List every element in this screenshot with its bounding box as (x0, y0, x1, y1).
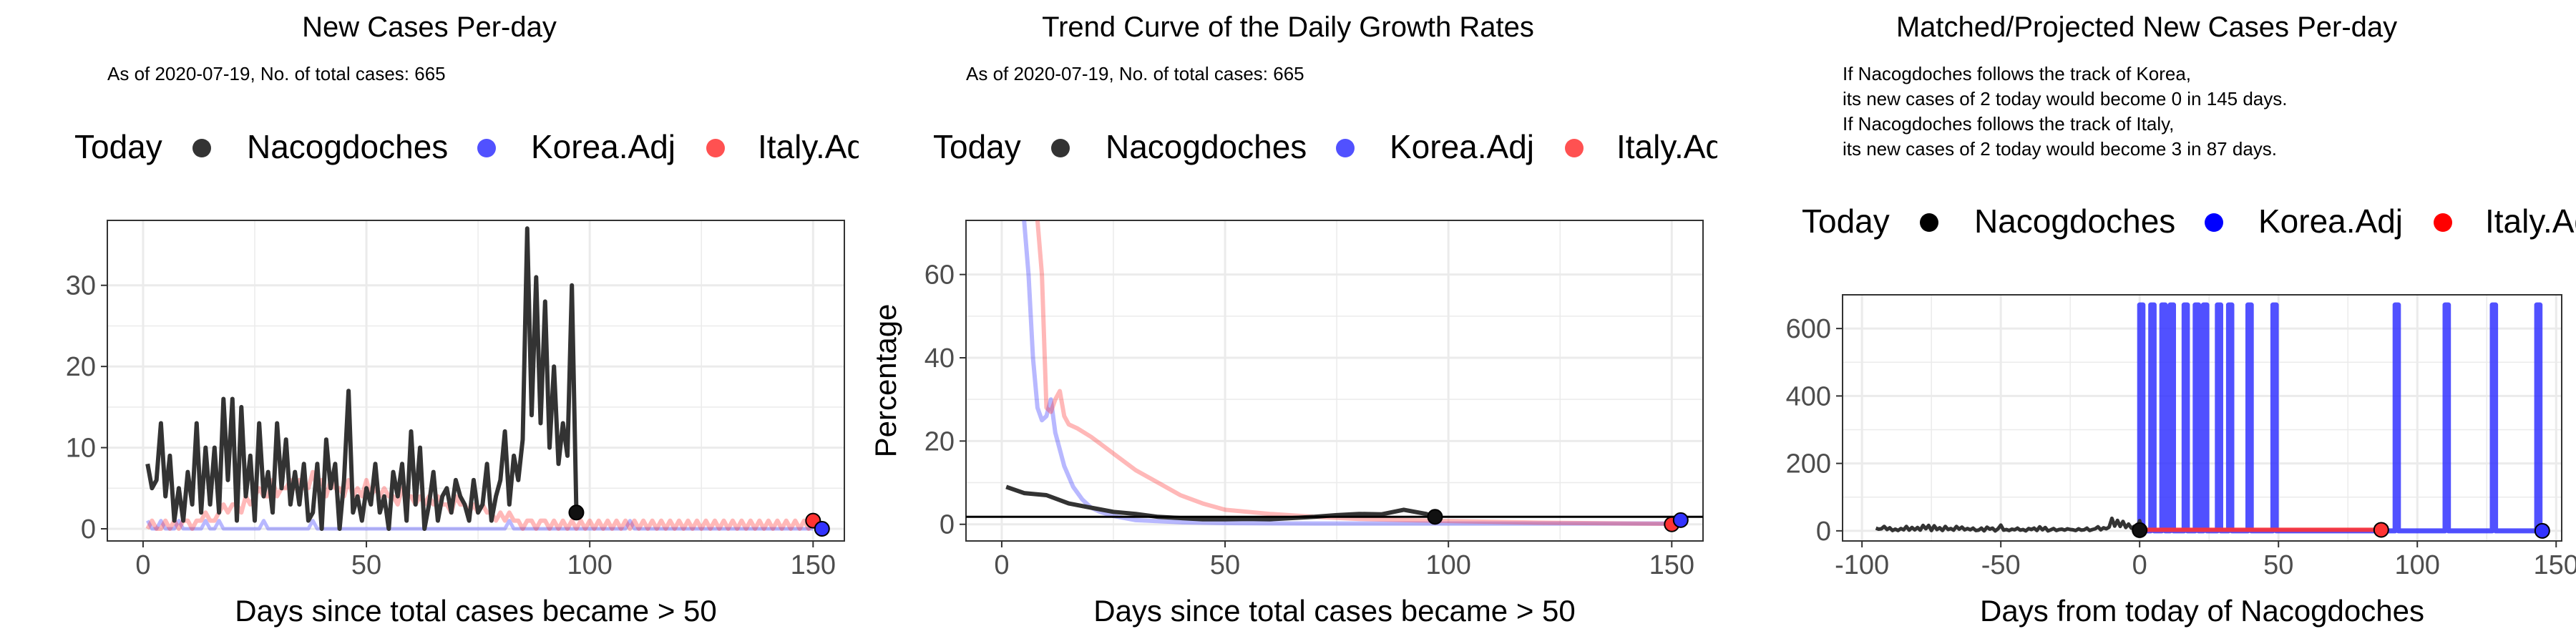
today-point-korea-adj (814, 520, 830, 537)
series-line-italy-adj (1035, 220, 1672, 527)
plot-border (965, 220, 1704, 542)
legend-italy: Italy.Adj (1616, 128, 1717, 165)
legend-italy: Italy.Adj (2485, 203, 2576, 240)
x-tick-label: 100 (1425, 550, 1470, 580)
y-tick-label: 60 (924, 260, 955, 291)
x-tick-label: 50 (1210, 550, 1240, 580)
plot-border (1842, 294, 2562, 542)
legend-nacogdoches-marker (1051, 139, 1070, 157)
legend-nacogdoches: Nacogdoches (1106, 128, 1307, 165)
legend-italy-marker (706, 139, 725, 157)
series-line-nacogdoches (1875, 516, 2145, 533)
y-tick-label: 0 (81, 514, 96, 545)
legend-nacogdoches: Nacogdoches (1974, 203, 2176, 240)
x-tick-label: 0 (2132, 550, 2147, 580)
y-tick-label: 200 (1786, 449, 1831, 479)
legend-korea: Korea.Adj (531, 128, 676, 165)
y-tick-label: 40 (924, 343, 955, 374)
today-point-korea-adj (1672, 512, 1689, 528)
series-line-korea-adj (1022, 220, 1682, 526)
x-tick-label: 100 (2395, 550, 2440, 580)
chart-legend: Today Nacogdoches Korea.Adj Italy.Adj (859, 125, 1717, 167)
legend-title: Today (1802, 203, 1890, 240)
legend-nacogdoches: Nacogdoches (247, 128, 449, 165)
y-tick-label: 20 (924, 426, 955, 457)
legend-korea-marker (2205, 213, 2223, 232)
chart-title: Trend Curve of the Daily Growth Rates (1042, 11, 1534, 43)
today-point-nacogdoches (2132, 522, 2148, 538)
legend-title: Today (74, 128, 162, 165)
y-tick-label: 10 (66, 434, 96, 464)
series-line-korea-adj (2137, 302, 2543, 534)
x-tick-label: 50 (2263, 550, 2293, 580)
today-point-korea-adj (2534, 522, 2550, 539)
x-axis-label: Days since total cases became > 50 (1093, 594, 1576, 628)
x-tick-label: 150 (791, 550, 836, 580)
legend-korea-marker (1336, 139, 1355, 157)
chart-title: New Cases Per-day (302, 11, 557, 43)
legend-korea-marker (477, 139, 496, 157)
legend-nacogdoches-marker (192, 139, 211, 157)
x-tick-label: 150 (1649, 550, 1694, 580)
chart-subtitle: As of 2020-07-19, No. of total cases: 66… (966, 63, 1304, 84)
y-tick-label: 400 (1786, 381, 1831, 411)
y-tick-label: 0 (940, 510, 955, 540)
x-tick-label: 150 (2534, 550, 2576, 580)
growth-rate-panel: Trend Curve of the Daily Growth Rates As… (859, 0, 1717, 644)
today-point-italy-adj (2373, 522, 2389, 538)
projected-cases-panel: Matched/Projected New Cases Per-day If N… (1717, 0, 2576, 644)
x-tick-label: 0 (135, 550, 150, 580)
new-cases-chart: 0 50 100 150 0 10 20 30 Days since total cases b… (66, 220, 845, 628)
x-tick-label: 0 (994, 550, 1009, 580)
x-tick-label: -100 (1835, 550, 1889, 580)
y-tick-label: 600 (1786, 314, 1831, 344)
today-point-nacogdoches (1427, 509, 1443, 525)
y-tick-label: 20 (66, 352, 96, 382)
legend-korea: Korea.Adj (2258, 203, 2404, 240)
growth-rate-chart: 0 50 100 150 0 20 40 60 Days since total cases b… (869, 220, 1704, 628)
chart-title: Matched/Projected New Cases Per-day (1896, 11, 2398, 43)
series-line-nacogdoches (145, 226, 579, 531)
x-tick-label: -50 (1981, 550, 2021, 580)
series-line-nacogdoches (1005, 484, 1436, 522)
legend-italy: Italy.Adj (758, 128, 859, 165)
legend-nacogdoches-marker (1920, 213, 1938, 232)
legend-italy-marker (2434, 213, 2452, 232)
projected-cases-chart: -100 -50 0 50 100 150 0 200 400 600 Days from toda… (1786, 294, 2576, 628)
chart-legend: Today Nacogdoches Korea.Adj Italy.Adj (1717, 199, 2576, 242)
x-axis-label: Days from today of Nacogdoches (1980, 594, 2424, 628)
new-cases-panel: New Cases Per-day As of 2020-07-19, No. … (0, 0, 859, 644)
x-tick-label: 50 (351, 550, 381, 580)
legend-korea: Korea.Adj (1390, 128, 1535, 165)
legend-title: Today (933, 128, 1021, 165)
x-tick-label: 100 (567, 550, 612, 580)
chart-subtitle: If Nacogdoches follows the track of Kore… (1843, 63, 2288, 160)
plot-border (107, 220, 845, 542)
legend-italy-marker (1565, 139, 1584, 157)
chart-subtitle: As of 2020-07-19, No. of total cases: 66… (107, 63, 446, 84)
series-line-korea-adj (146, 519, 814, 531)
y-tick-label: 0 (1816, 517, 1831, 547)
y-axis-label: Percentage (869, 304, 902, 458)
x-axis-label: Days since total cases became > 50 (235, 594, 717, 628)
today-point-nacogdoches (568, 504, 585, 521)
chart-legend: Today Nacogdoches Korea.Adj Italy.Adj (0, 125, 859, 167)
y-tick-label: 30 (66, 271, 96, 301)
